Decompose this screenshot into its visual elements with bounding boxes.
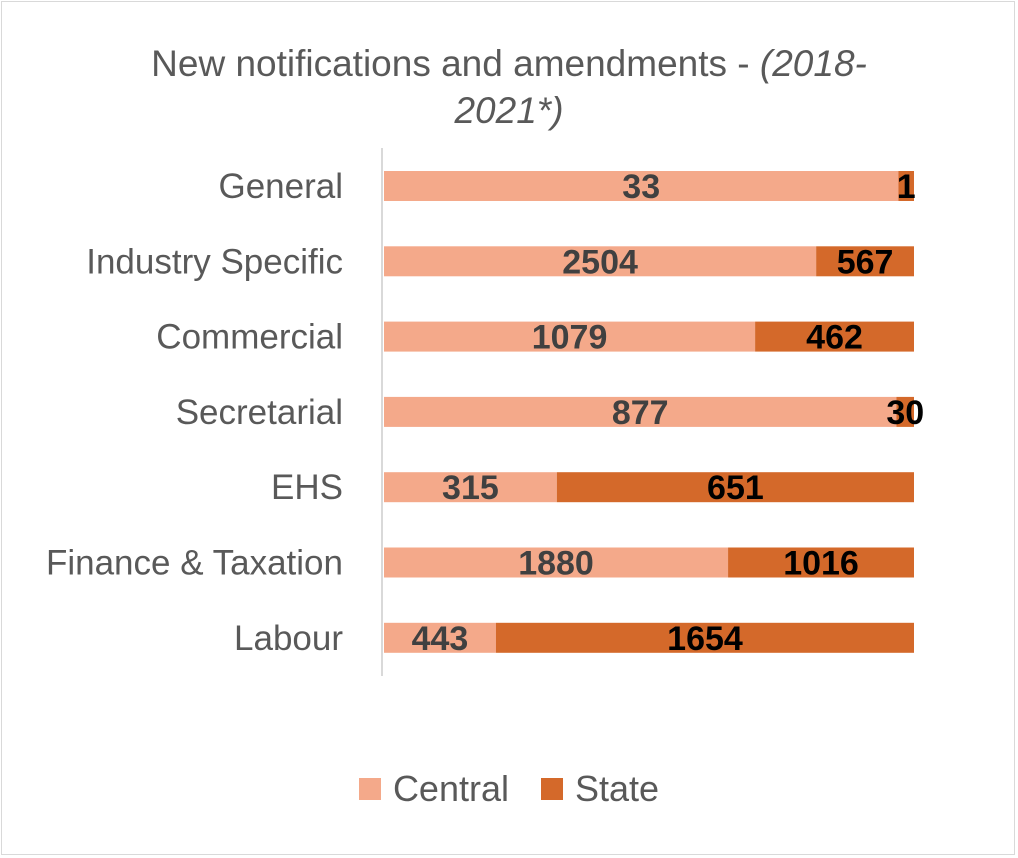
y-tick-label-finance-taxation: Finance & Taxation bbox=[46, 544, 343, 583]
data-label-state-labour: 1654 bbox=[667, 620, 743, 658]
bar-central-general bbox=[384, 171, 899, 201]
bar-central-commercial bbox=[384, 321, 756, 352]
y-tick-label-commercial: Commercial bbox=[156, 318, 343, 357]
y-tick-label-labour: Labour bbox=[234, 619, 343, 658]
legend-item-central: Central bbox=[358, 768, 509, 810]
legend-item-state: State bbox=[541, 768, 659, 810]
chart-title: New notifications and amendments - (2018… bbox=[0, 40, 1018, 134]
y-tick-label-ehs: EHS bbox=[271, 468, 343, 507]
legend: Central State bbox=[0, 768, 1018, 810]
bar-state-finance-taxation bbox=[728, 547, 914, 578]
y-tick-label-secretarial: Secretarial bbox=[176, 393, 343, 432]
bar-central-ehs bbox=[384, 472, 557, 503]
chart-title-italic-2: 2021*) bbox=[454, 90, 564, 131]
bar-state-industry-specific bbox=[816, 246, 914, 277]
data-label-central-general: 33 bbox=[622, 168, 660, 206]
chart-title-text: New notifications and amendments - bbox=[151, 43, 760, 84]
y-tick-label-general: General bbox=[218, 167, 343, 206]
bar-central-secretarial bbox=[384, 396, 897, 427]
data-label-central-ehs: 315 bbox=[442, 469, 499, 507]
bar-state-commercial bbox=[755, 321, 914, 352]
data-label-state-secretarial: 30 bbox=[886, 394, 924, 432]
data-label-central-industry-specific: 2504 bbox=[562, 243, 638, 281]
y-tick-label-industry-specific: Industry Specific bbox=[86, 242, 343, 281]
bar-state-ehs bbox=[556, 472, 914, 503]
bar-central-finance-taxation bbox=[384, 547, 729, 578]
bar-state-labour bbox=[495, 622, 914, 653]
data-label-state-ehs: 651 bbox=[707, 469, 764, 507]
legend-swatch-central bbox=[358, 778, 381, 800]
bar-state-general bbox=[898, 171, 914, 201]
data-label-state-general: 1 bbox=[897, 168, 916, 206]
data-label-state-finance-taxation: 1016 bbox=[783, 545, 859, 583]
legend-swatch-state bbox=[541, 778, 563, 800]
data-label-central-secretarial: 877 bbox=[612, 394, 669, 432]
data-label-state-industry-specific: 567 bbox=[837, 243, 894, 281]
legend-label-central: Central bbox=[392, 768, 509, 809]
bar-central-labour bbox=[384, 622, 496, 653]
data-label-central-labour: 443 bbox=[412, 620, 469, 658]
data-label-central-commercial: 1079 bbox=[532, 319, 608, 357]
bar-state-secretarial bbox=[896, 396, 914, 427]
chart-title-italic: (2018- bbox=[759, 43, 867, 84]
data-label-central-finance-taxation: 1880 bbox=[518, 545, 594, 583]
legend-label-state: State bbox=[575, 768, 660, 809]
data-label-state-commercial: 462 bbox=[806, 319, 863, 357]
bar-central-industry-specific bbox=[384, 246, 817, 277]
